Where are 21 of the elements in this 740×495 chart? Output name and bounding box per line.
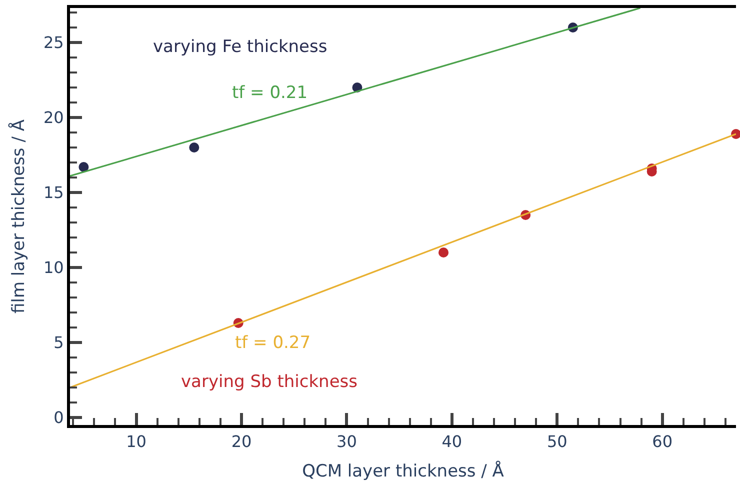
- y-tick-label: 20: [43, 108, 64, 128]
- point: [189, 142, 200, 152]
- annotation: tf = 0.21: [232, 83, 308, 103]
- annotation: tf = 0.27: [235, 333, 311, 353]
- x-axis-title: QCM layer thickness / Å: [302, 460, 504, 482]
- x-tick-label: 60: [652, 432, 673, 452]
- x-tick-label: 30: [336, 432, 357, 452]
- y-tick-label: 15: [43, 183, 64, 202]
- y-tick-label: 25: [43, 33, 64, 52]
- x-tick-label: 50: [546, 432, 568, 452]
- annotation: varying Sb thickness: [181, 372, 358, 392]
- y-tick-label: 0: [54, 408, 64, 428]
- x-tick-label: 40: [442, 432, 462, 452]
- y-tick-label: 5: [54, 333, 64, 352]
- point: [78, 162, 89, 172]
- y-axis-title: film layer thickness / Å: [8, 119, 29, 314]
- y-tick-label: 10: [43, 258, 64, 278]
- x-tick-label: 10: [126, 432, 146, 452]
- point: [438, 248, 449, 258]
- x-tick-label: 20: [231, 432, 252, 452]
- annotation: varying Fe thickness: [153, 37, 328, 57]
